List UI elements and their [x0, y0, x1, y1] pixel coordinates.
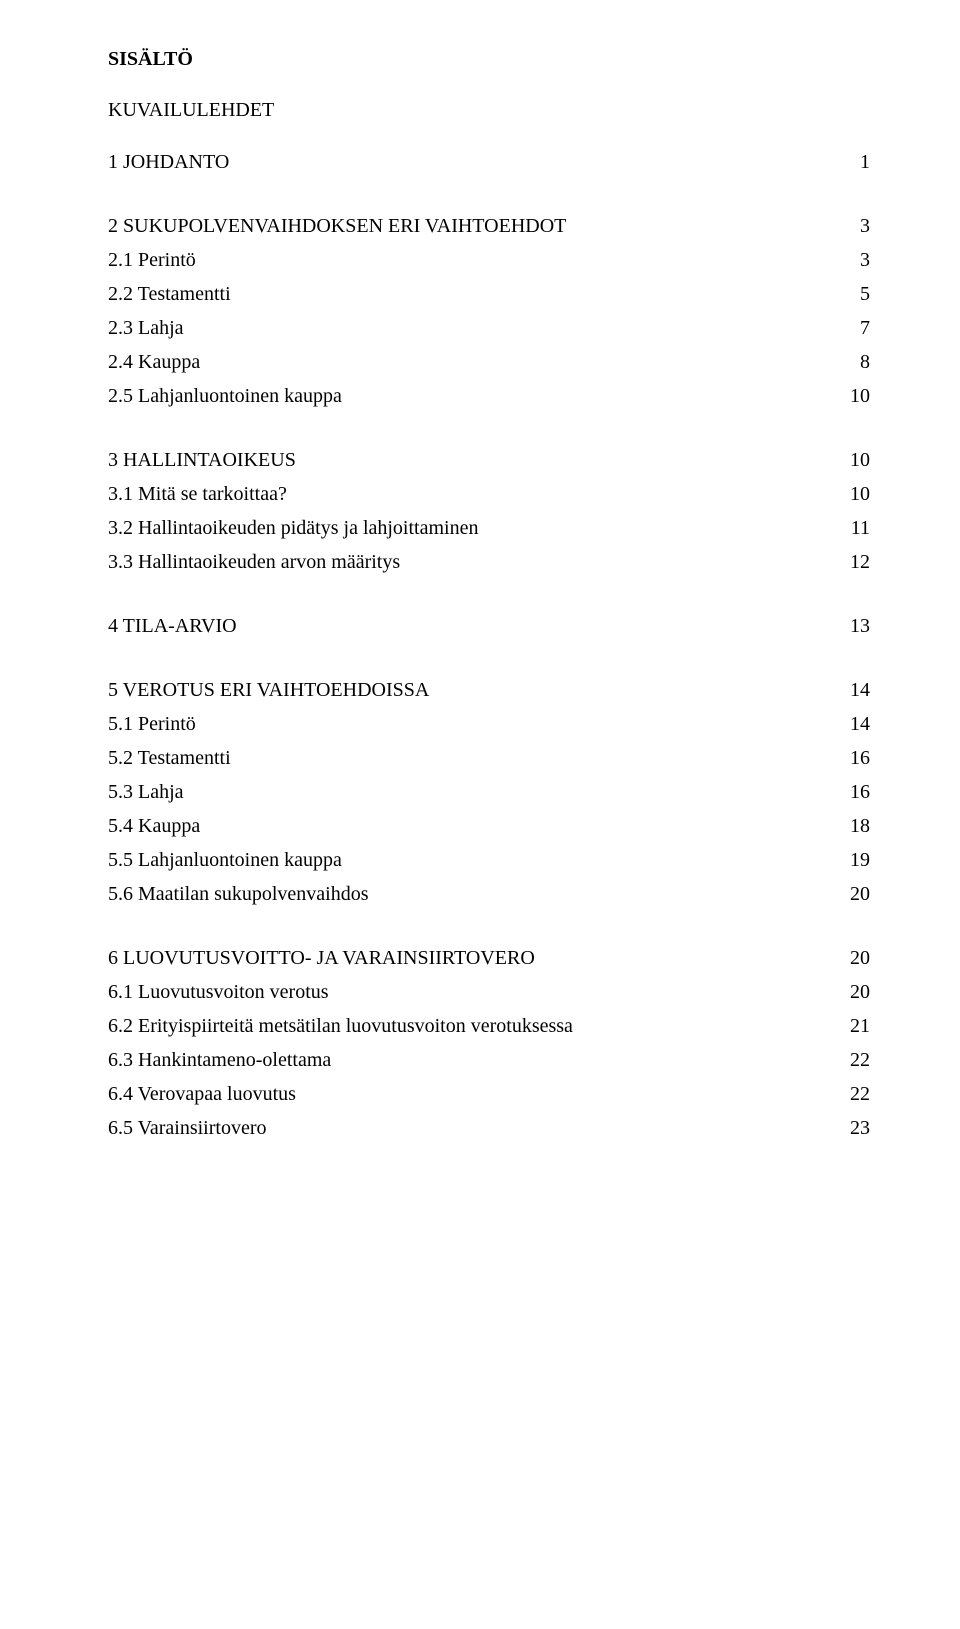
- toc-entry-label: 5.3 Lahja: [108, 782, 184, 802]
- toc-entry-label: 2.3 Lahja: [108, 318, 184, 338]
- toc-gap: [108, 586, 870, 616]
- toc-entry-label: 5.2 Testamentti: [108, 748, 231, 768]
- toc-entry-label: 6.5 Varainsiirtovero: [108, 1118, 267, 1138]
- toc-entry-label: 6.2 Erityispiirteitä metsätilan luovutus…: [108, 1016, 573, 1036]
- toc-gap: [108, 420, 870, 450]
- toc-entry-page: 3: [860, 250, 870, 270]
- toc-entry: 3.1 Mitä se tarkoittaa? 10: [108, 484, 870, 504]
- toc-entry-page: 11: [851, 518, 870, 538]
- toc-entry-page: 20: [850, 884, 870, 904]
- toc-entry-page: 16: [850, 782, 870, 802]
- toc-entry: 2.3 Lahja 7: [108, 318, 870, 338]
- toc-entry-label: 5.6 Maatilan sukupolvenvaihdos: [108, 884, 369, 904]
- toc-entry-label: 6.3 Hankintameno-olettama: [108, 1050, 331, 1070]
- toc-entry-label: 3.3 Hallintaoikeuden arvon määritys: [108, 552, 400, 572]
- toc-entry: 2.1 Perintö 3: [108, 250, 870, 270]
- toc-entry-page: 19: [850, 850, 870, 870]
- toc-entry: 5.1 Perintö 14: [108, 714, 870, 734]
- toc-entry: 5.5 Lahjanluontoinen kauppa 19: [108, 850, 870, 870]
- toc-entry-page: 16: [850, 748, 870, 768]
- toc-entry-page: 20: [850, 982, 870, 1002]
- toc-entry-page: 1: [860, 152, 870, 172]
- toc-entry: 5 VEROTUS ERI VAIHTOEHDOISSA 14: [108, 680, 870, 700]
- table-of-contents: 1 JOHDANTO 1 2 SUKUPOLVENVAIHDOKSEN ERI VA…: [108, 152, 870, 1152]
- toc-entry-page: 10: [850, 484, 870, 504]
- toc-entry-label: 3 HALLINTAOIKEUS: [108, 450, 296, 470]
- document-page: SISÄLTÖ KUVAILULEHDET 1 JOHDANTO 1 2 SUKUP…: [0, 0, 960, 1212]
- toc-entry-label: 6 LUOVUTUSVOITTO- JA VARAINSIIRTOVERO: [108, 948, 535, 968]
- toc-entry-page: 3: [860, 216, 870, 236]
- toc-entry: 6.1 Luovutusvoiton verotus 20: [108, 982, 870, 1002]
- toc-entry-label: 4 TILA-ARVIO: [108, 616, 237, 636]
- toc-entry: 3 HALLINTAOIKEUS 10: [108, 450, 870, 470]
- toc-entry-page: 14: [850, 714, 870, 734]
- toc-entry-label: 5.4 Kauppa: [108, 816, 200, 836]
- toc-entry-label: 5.1 Perintö: [108, 714, 196, 734]
- toc-entry: 3.3 Hallintaoikeuden arvon määritys 12: [108, 552, 870, 572]
- toc-entry-page: 20: [850, 948, 870, 968]
- toc-entry-label: 2 SUKUPOLVENVAIHDOKSEN ERI VAIHTOEHDOT: [108, 216, 566, 236]
- toc-entry-label: 2.5 Lahjanluontoinen kauppa: [108, 386, 342, 406]
- toc-entry: 2 SUKUPOLVENVAIHDOKSEN ERI VAIHTOEHDOT 3: [108, 216, 870, 236]
- toc-entry-page: 18: [850, 816, 870, 836]
- toc-entry-label: 3.1 Mitä se tarkoittaa?: [108, 484, 287, 504]
- toc-entry-label: 5 VEROTUS ERI VAIHTOEHDOISSA: [108, 680, 429, 700]
- toc-entry: 4 TILA-ARVIO 13: [108, 616, 870, 636]
- toc-entry-page: 14: [850, 680, 870, 700]
- toc-entry-page: 8: [860, 352, 870, 372]
- toc-entry: 5.6 Maatilan sukupolvenvaihdos 20: [108, 884, 870, 904]
- toc-entry-label: 2.4 Kauppa: [108, 352, 200, 372]
- toc-entry: 6.3 Hankintameno-olettama 22: [108, 1050, 870, 1070]
- toc-entry-label: 2.1 Perintö: [108, 250, 196, 270]
- toc-gap: [108, 650, 870, 680]
- toc-entry-page: 22: [850, 1050, 870, 1070]
- toc-entry-label: 2.2 Testamentti: [108, 284, 231, 304]
- toc-entry-page: 23: [850, 1118, 870, 1138]
- toc-entry: 6.5 Varainsiirtovero 23: [108, 1118, 870, 1138]
- toc-entry-label: 1 JOHDANTO: [108, 152, 229, 172]
- toc-entry: 5.4 Kauppa 18: [108, 816, 870, 836]
- toc-heading: SISÄLTÖ: [108, 48, 870, 71]
- toc-subheading: KUVAILULEHDET: [108, 99, 870, 122]
- toc-entry: 5.2 Testamentti 16: [108, 748, 870, 768]
- toc-entry-label: 6.1 Luovutusvoiton verotus: [108, 982, 329, 1002]
- toc-entry: 3.2 Hallintaoikeuden pidätys ja lahjoitt…: [108, 518, 870, 538]
- toc-entry-page: 7: [860, 318, 870, 338]
- toc-gap: [108, 918, 870, 948]
- toc-entry-page: 10: [850, 386, 870, 406]
- toc-entry-page: 5: [860, 284, 870, 304]
- toc-entry-page: 10: [850, 450, 870, 470]
- toc-entry: 1 JOHDANTO 1: [108, 152, 870, 172]
- toc-entry-page: 13: [850, 616, 870, 636]
- toc-entry-page: 22: [850, 1084, 870, 1104]
- toc-gap: [108, 186, 870, 216]
- toc-entry: 2.4 Kauppa 8: [108, 352, 870, 372]
- toc-entry-label: 6.4 Verovapaa luovutus: [108, 1084, 296, 1104]
- toc-entry: 2.5 Lahjanluontoinen kauppa 10: [108, 386, 870, 406]
- toc-entry: 2.2 Testamentti 5: [108, 284, 870, 304]
- toc-entry: 5.3 Lahja 16: [108, 782, 870, 802]
- toc-entry-label: 3.2 Hallintaoikeuden pidätys ja lahjoitt…: [108, 518, 478, 538]
- toc-entry-label: 5.5 Lahjanluontoinen kauppa: [108, 850, 342, 870]
- toc-entry-page: 12: [850, 552, 870, 572]
- toc-entry-page: 21: [850, 1016, 870, 1036]
- toc-entry: 6.2 Erityispiirteitä metsätilan luovutus…: [108, 1016, 870, 1036]
- toc-entry: 6 LUOVUTUSVOITTO- JA VARAINSIIRTOVERO 20: [108, 948, 870, 968]
- toc-entry: 6.4 Verovapaa luovutus 22: [108, 1084, 870, 1104]
